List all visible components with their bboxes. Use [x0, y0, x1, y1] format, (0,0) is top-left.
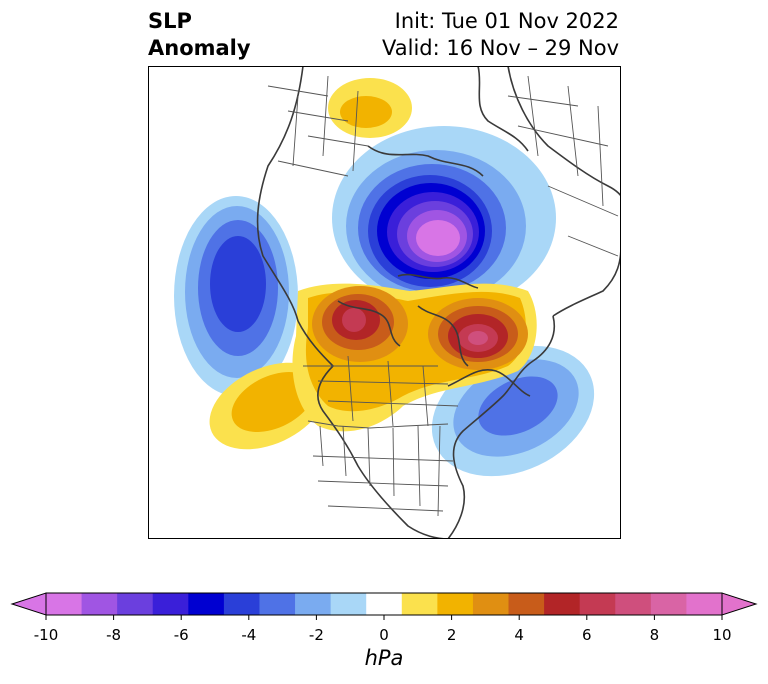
colorbar-swatch — [508, 593, 545, 615]
colorbar-tick-label: 6 — [582, 626, 592, 644]
map-title: SLP Anomaly — [148, 8, 251, 62]
anomaly-negative-arctic — [332, 126, 556, 310]
colorbar-swatch — [152, 593, 189, 615]
anomaly-negative-north-pacific — [174, 196, 298, 396]
forecast-dates: Init: Tue 01 Nov 2022 Valid: 16 Nov – 29… — [382, 8, 619, 62]
colorbar-extend-min — [10, 592, 47, 616]
colorbar-tick-label: -6 — [173, 626, 189, 644]
colorbar-swatch — [330, 593, 367, 615]
colorbar-extend-max — [721, 592, 758, 616]
colorbar-tick-label: 4 — [514, 626, 524, 644]
colorbar-swatch — [472, 593, 510, 615]
colorbar-swatch — [615, 593, 652, 615]
anomaly-positive-eastern-europe — [328, 78, 412, 138]
colorbar-swatch — [686, 593, 723, 615]
map-frame — [148, 66, 621, 539]
colorbar-swatch — [223, 593, 260, 615]
political-borders — [267, 75, 619, 517]
colorbar-tick-label: -4 — [241, 626, 257, 644]
colorbar-swatch — [117, 593, 154, 615]
anomaly-positive-alaska-greenland — [292, 283, 537, 432]
colorbar-tick-label: 10 — [712, 626, 732, 644]
colorbar-tick-label: -8 — [106, 626, 122, 644]
colorbar-swatch — [188, 593, 225, 615]
colorbar-swatch — [544, 593, 581, 615]
colorbar-swatch — [650, 593, 687, 615]
colorbar-tick-label: 8 — [649, 626, 660, 644]
colorbar-swatch — [579, 593, 616, 615]
valid-range: Valid: 16 Nov – 29 Nov — [382, 36, 619, 60]
title-line-2: Anomaly — [148, 36, 251, 60]
slp-anomaly-map — [148, 66, 621, 539]
colorbar-swatch — [295, 593, 332, 615]
colorbar-tick-label: -10 — [33, 626, 59, 644]
colorbar-unit-label: hPa — [364, 646, 404, 670]
colorbar-tick-label: -2 — [308, 626, 324, 644]
colorbar — [10, 592, 758, 620]
colorbar-swatch — [401, 593, 438, 615]
colorbar-tick-label: 0 — [379, 626, 389, 644]
init-date: Init: Tue 01 Nov 2022 — [394, 9, 619, 33]
colorbar-swatch — [81, 593, 118, 615]
title-line-1: SLP — [148, 9, 192, 33]
colorbar-swatch — [46, 593, 83, 615]
colorbar-swatch — [366, 593, 403, 615]
colorbar-tick-label: 2 — [446, 626, 457, 644]
colorbar-swatch — [437, 593, 474, 615]
colorbar-swatch — [259, 593, 296, 615]
